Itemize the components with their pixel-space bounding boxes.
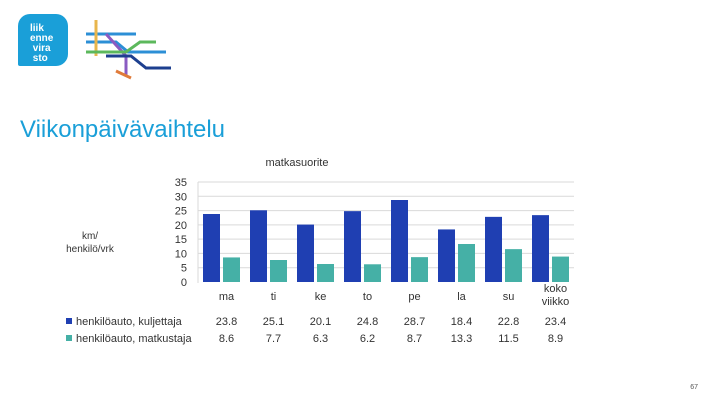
data-label: 22.8	[498, 316, 519, 328]
y-tick-label: 5	[181, 263, 187, 275]
category-label: su	[503, 291, 515, 303]
bar-driver	[344, 211, 361, 282]
category-label: ma	[219, 291, 235, 303]
category-label: to	[363, 291, 372, 303]
data-label: 25.1	[263, 316, 284, 328]
data-label: 28.7	[404, 316, 425, 328]
data-label: 8.7	[407, 333, 422, 345]
bar-passenger	[223, 257, 240, 282]
category-label: pe	[408, 291, 420, 303]
logo-badge: liik enne vira sto	[18, 14, 68, 66]
logo-route-lines	[86, 20, 171, 80]
bar-driver	[297, 224, 314, 282]
bar-passenger	[458, 244, 475, 282]
y-tick-label: 0	[181, 277, 187, 289]
legend-swatch	[66, 335, 72, 341]
bar-passenger	[270, 260, 287, 282]
y-tick-label: 25	[175, 206, 187, 218]
data-label: 11.5	[498, 333, 519, 345]
data-label: 6.3	[313, 333, 328, 345]
data-label: 13.3	[451, 333, 472, 345]
y-axis-label-line: km/	[82, 231, 98, 242]
y-tick-label: 20	[175, 220, 187, 232]
page-number: 67	[690, 384, 698, 391]
bar-passenger	[552, 256, 569, 282]
bars	[203, 200, 569, 282]
data-table: ma 23.8 8.6 ti 25.1 7.7 ke 20.1 6.3 to 24.8 6.2 pe 28…	[66, 283, 569, 345]
bar-driver	[203, 214, 220, 282]
category-label: la	[457, 291, 466, 303]
page-title: Viikonpäivävaihtelu	[20, 116, 226, 143]
legend-label: henkilöauto, kuljettaja	[76, 316, 183, 328]
data-label: 23.4	[545, 316, 566, 328]
bar-driver	[532, 215, 549, 282]
y-tick-label: 30	[175, 191, 187, 203]
bar-passenger	[317, 264, 334, 282]
chart-title: matkasuorite	[266, 157, 329, 169]
data-label: 24.8	[357, 316, 378, 328]
y-axis-label: km/henkilö/vrk	[66, 231, 115, 255]
legend-swatch	[66, 318, 72, 324]
data-label: 7.7	[266, 333, 281, 345]
y-axis-label-line: henkilö/vrk	[66, 244, 115, 255]
data-label: 23.8	[216, 316, 237, 328]
bar-passenger	[505, 249, 522, 282]
data-label: 18.4	[451, 316, 472, 328]
data-label: 6.2	[360, 333, 375, 345]
y-tick-labels: 0 5 10 15 20 25 30 35	[175, 177, 187, 289]
bar-driver	[391, 200, 408, 282]
data-label: 20.1	[310, 316, 331, 328]
category-label: ke	[315, 291, 327, 303]
y-tick-label: 10	[175, 248, 187, 260]
bar-passenger	[411, 257, 428, 282]
bar-driver	[250, 210, 267, 282]
bar-driver	[485, 216, 502, 282]
legend-label: henkilöauto, matkustaja	[76, 333, 192, 345]
category-label: ti	[271, 291, 277, 303]
bar-driver	[438, 229, 455, 282]
data-label: 8.9	[548, 333, 563, 345]
y-tick-label: 15	[175, 234, 187, 246]
y-tick-label: 35	[175, 177, 187, 189]
category-label: koko viikko	[542, 283, 570, 308]
data-label: 8.6	[219, 333, 234, 345]
bar-passenger	[364, 264, 381, 282]
